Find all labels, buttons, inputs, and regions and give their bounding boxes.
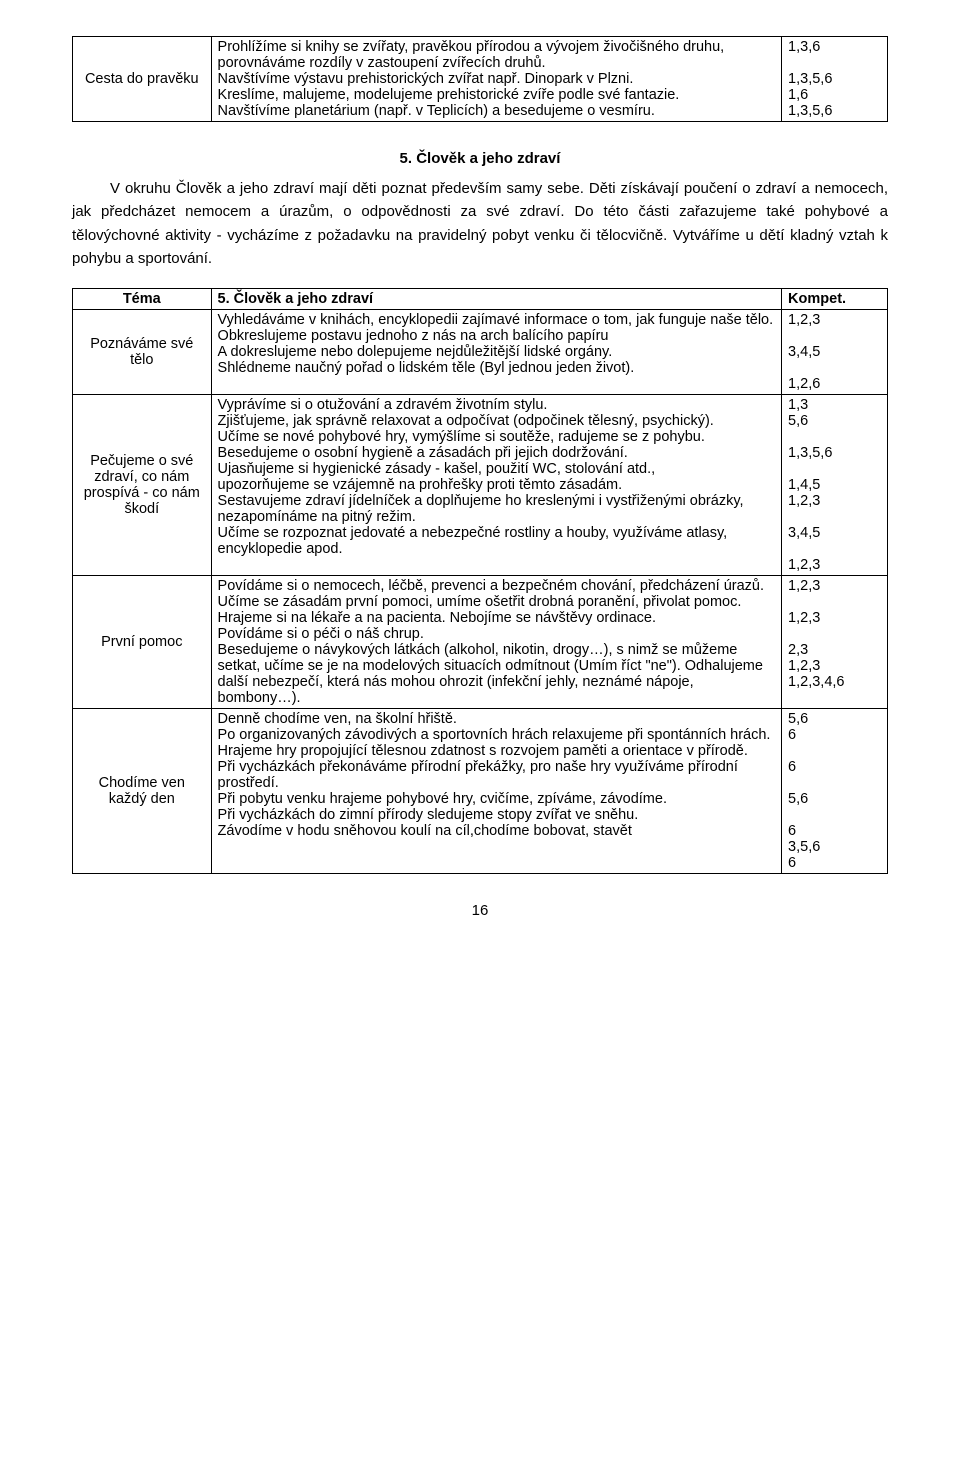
row-codes: 1,35,6 1,3,5,6 1,4,51,2,3 3,4,5 1,2,3 [782, 395, 888, 576]
section-heading: 5. Člověk a jeho zdraví [72, 150, 888, 167]
page-number: 16 [72, 902, 888, 919]
top-mid-content: Prohlížíme si knihy se zvířaty, pravěkou… [211, 37, 782, 122]
row-label: První pomoc [73, 576, 212, 709]
header-mid: 5. Člověk a jeho zdraví [211, 289, 782, 310]
top-right-codes: 1,3,6 1,3,5,61,61,3,5,6 [782, 37, 888, 122]
row-codes: 1,2,3 1,2,3 2,31,2,31,2,3,4,6 [782, 576, 888, 709]
header-right: Kompet. [782, 289, 888, 310]
main-table: Téma 5. Člověk a jeho zdraví Kompet. Poz… [72, 288, 888, 874]
top-left-label: Cesta do pravěku [73, 37, 212, 122]
section-body: V okruhu Člověk a jeho zdraví mají děti … [72, 177, 888, 270]
row-label: Pečujeme o své zdraví, co nám prospívá -… [73, 395, 212, 576]
row-codes: 1,2,3 3,4,5 1,2,6 [782, 310, 888, 395]
row-codes: 5,66 6 5,6 63,5,66 [782, 709, 888, 874]
row-content: Vyhledáváme v knihách, encyklopedii zají… [211, 310, 782, 395]
row-content: Denně chodíme ven, na školní hřiště.Po o… [211, 709, 782, 874]
section-paragraph: V okruhu Člověk a jeho zdraví mají děti … [72, 177, 888, 270]
top-table: Cesta do pravěku Prohlížíme si knihy se … [72, 36, 888, 122]
header-left: Téma [73, 289, 212, 310]
row-label: Chodíme ven každý den [73, 709, 212, 874]
row-content: Povídáme si o nemocech, léčbě, prevenci … [211, 576, 782, 709]
row-content: Vyprávíme si o otužování a zdravém život… [211, 395, 782, 576]
row-label: Poznáváme své tělo [73, 310, 212, 395]
